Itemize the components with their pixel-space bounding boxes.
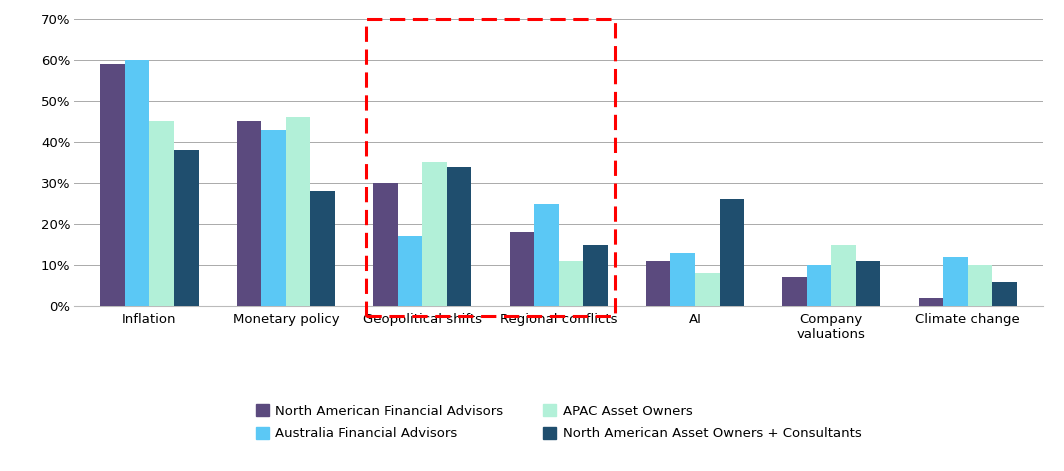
- Bar: [855, 261, 880, 306]
- Bar: [311, 191, 335, 306]
- Bar: [534, 203, 559, 306]
- Bar: [237, 122, 262, 306]
- Bar: [510, 232, 534, 306]
- Legend: North American Financial Advisors, Australia Financial Advisors, APAC Asset Owne: North American Financial Advisors, Austr…: [250, 399, 867, 446]
- Bar: [366, 19, 615, 317]
- Bar: [583, 244, 608, 306]
- Bar: [124, 60, 149, 306]
- Bar: [670, 253, 695, 306]
- Bar: [807, 265, 831, 306]
- Bar: [149, 122, 174, 306]
- Bar: [831, 244, 855, 306]
- Bar: [286, 117, 311, 306]
- Bar: [422, 162, 447, 306]
- Bar: [782, 277, 807, 306]
- Bar: [398, 236, 422, 306]
- Bar: [373, 183, 398, 306]
- Bar: [100, 64, 124, 306]
- Bar: [943, 257, 968, 306]
- Bar: [968, 265, 993, 306]
- Bar: [918, 298, 943, 306]
- Bar: [447, 167, 471, 306]
- Bar: [262, 130, 286, 306]
- Bar: [174, 150, 199, 306]
- Bar: [646, 261, 670, 306]
- Bar: [993, 282, 1017, 306]
- Bar: [695, 273, 719, 306]
- Bar: [719, 199, 744, 306]
- Bar: [559, 261, 583, 306]
